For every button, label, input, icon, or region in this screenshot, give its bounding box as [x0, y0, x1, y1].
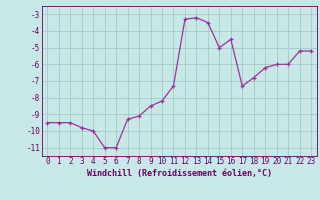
- X-axis label: Windchill (Refroidissement éolien,°C): Windchill (Refroidissement éolien,°C): [87, 169, 272, 178]
